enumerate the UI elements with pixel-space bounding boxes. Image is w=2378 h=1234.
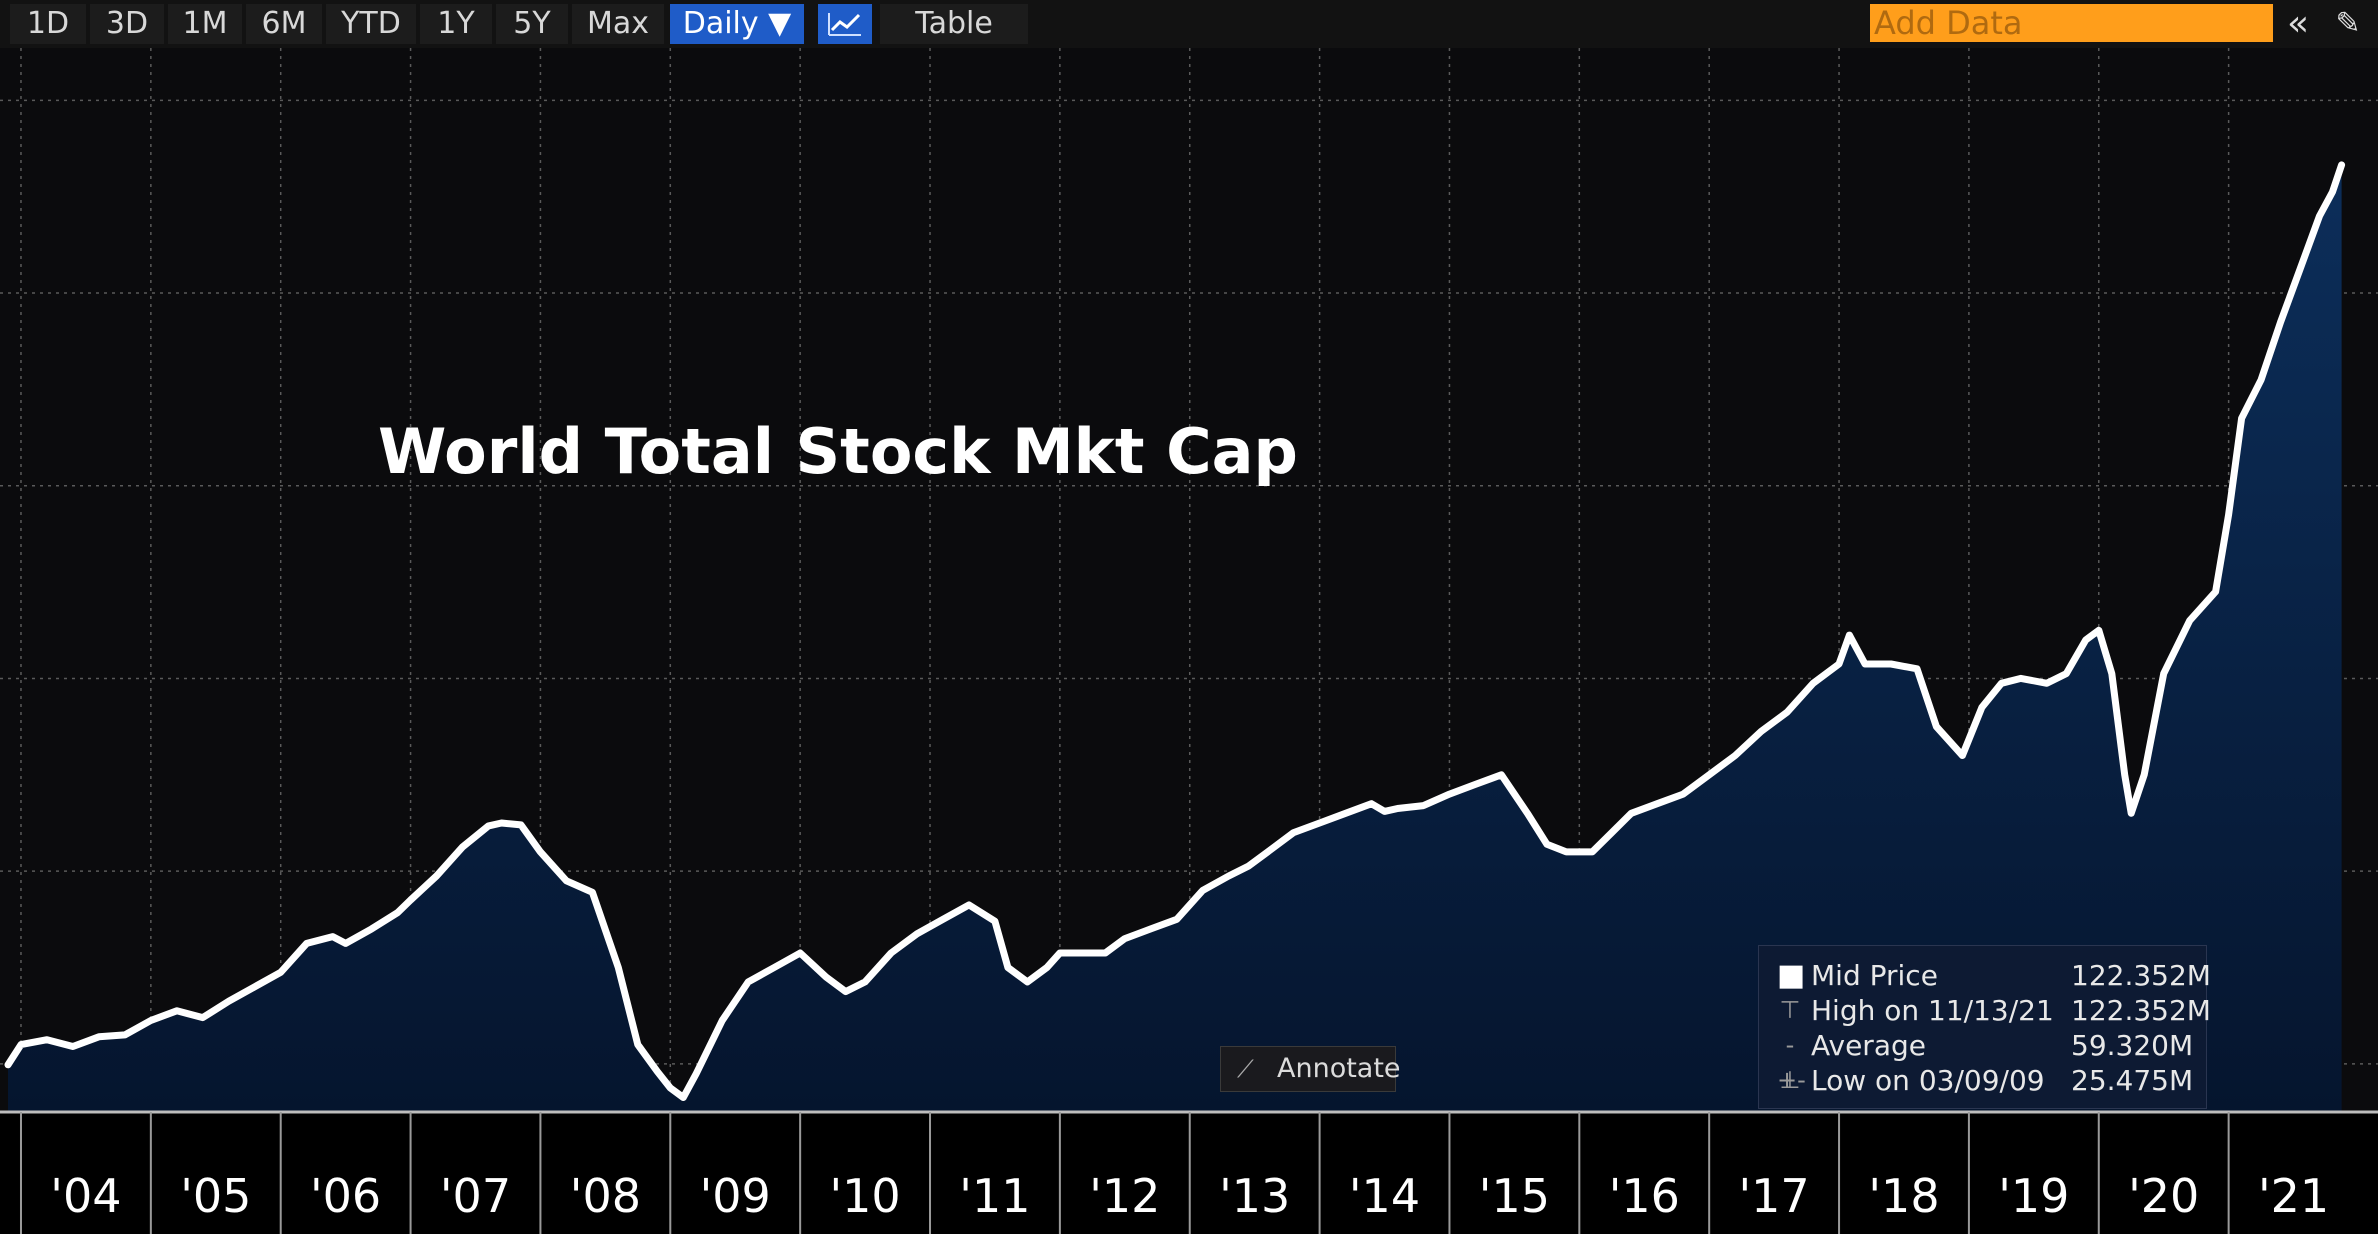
x-tick-label: '15 (1479, 1169, 1550, 1223)
legend-value: 122.352M (2071, 994, 2211, 1027)
high-marker-icon: ⊤ (1779, 996, 1801, 1024)
x-tick-label: '12 (1089, 1169, 1160, 1223)
range-ytd-button[interactable]: YTD (326, 4, 416, 44)
annotate-button[interactable]: ⟋ Annotate (1220, 1046, 1401, 1092)
annotate-label: Annotate (1277, 1053, 1401, 1084)
pencil-icon: ⟋ (1237, 1055, 1254, 1083)
series-line (4, 161, 2346, 1101)
legend-value: 122.352M (2071, 959, 2211, 992)
x-tick-label: '04 (50, 1169, 121, 1223)
x-tick-label: '14 (1349, 1169, 1420, 1223)
legend-swatch-icon: ■ (1777, 958, 1806, 993)
x-tick-label: '16 (1609, 1169, 1680, 1223)
legend-label: Average (1811, 1029, 1926, 1062)
collapse-panel-icon[interactable]: « (2286, 3, 2310, 44)
chart-toolbar: 1D 3D 1M 6M YTD 1Y 5Y Max Daily ▼ Table … (0, 0, 2378, 48)
chart-legend: ■ Mid Price 122.352M ⊤ High on 11/13/21 … (1758, 945, 2211, 1109)
chart-title: World Total Stock Mkt Cap (378, 415, 1298, 488)
x-tick-label: '18 (1868, 1169, 1939, 1223)
line-chart-icon (828, 13, 861, 36)
edit-pencil-icon[interactable]: ✎ (2335, 6, 2361, 41)
low-marker-icon: ⊥ (1779, 1066, 1801, 1094)
x-tick-label: '17 (1739, 1169, 1810, 1223)
range-5y-button[interactable]: 5Y (496, 4, 568, 44)
x-tick-label: '06 (310, 1169, 381, 1223)
legend-label: Mid Price (1811, 959, 1938, 992)
legend-value: 25.475M (2071, 1064, 2194, 1097)
range-1y-button[interactable]: 1Y (420, 4, 492, 44)
range-3d-button[interactable]: 3D (90, 4, 164, 44)
x-tick-label: '05 (180, 1169, 251, 1223)
x-tick-label: '21 (2258, 1169, 2329, 1223)
x-tick-label: '08 (570, 1169, 641, 1223)
table-button[interactable]: Table (880, 4, 1028, 44)
legend-label: High on 11/13/21 (1811, 994, 2054, 1027)
line-chart-button[interactable] (818, 4, 872, 44)
x-tick-label: '19 (1998, 1169, 2069, 1223)
legend-label: Low on 03/09/09 (1811, 1064, 2045, 1097)
series-area (8, 164, 2342, 1112)
legend-row-high: ⊤ High on 11/13/21 122.352M (1759, 993, 2211, 1028)
frequency-dropdown[interactable]: Daily ▼ (670, 4, 804, 44)
range-1d-button[interactable]: 1D (10, 4, 86, 44)
x-tick-label: '11 (959, 1169, 1030, 1223)
range-max-button[interactable]: Max (572, 4, 664, 44)
add-data-input[interactable] (1870, 4, 2273, 42)
range-1m-button[interactable]: 1M (168, 4, 242, 44)
legend-row-mid-price: ■ Mid Price 122.352M (1759, 958, 2211, 993)
legend-value: 59.320M (2071, 1029, 2194, 1062)
x-tick-label: '07 (440, 1169, 511, 1223)
x-tick-label: '09 (700, 1169, 771, 1223)
x-tick-label: '13 (1219, 1169, 1290, 1223)
range-6m-button[interactable]: 6M (246, 4, 322, 44)
x-tick-label: '20 (2128, 1169, 2199, 1223)
legend-row-average: -+- Average 59.320M (1759, 1028, 2206, 1094)
x-tick-label: '10 (830, 1169, 901, 1223)
average-marker-icon: -+- (1777, 1031, 1806, 1094)
legend-row-low: ⊥ Low on 03/09/09 25.475M (1759, 1063, 2206, 1098)
